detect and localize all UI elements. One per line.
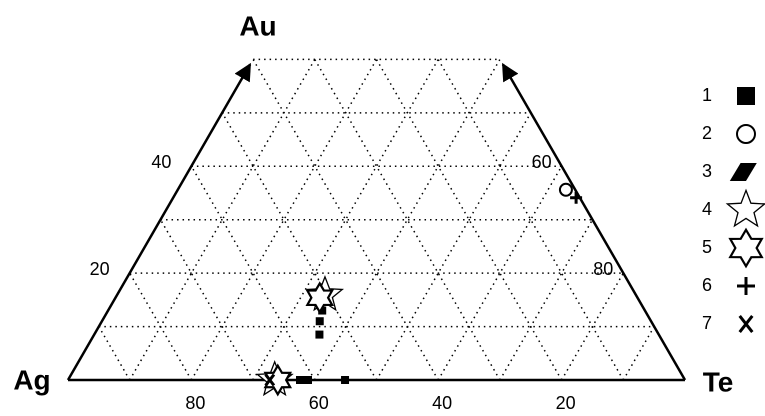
bottom-tick-label: 60 <box>309 393 329 413</box>
bottom-tick-label: 80 <box>185 393 205 413</box>
data-point <box>558 182 573 197</box>
data-point <box>263 363 293 397</box>
legend-label: 2 <box>702 123 712 143</box>
data-point <box>304 376 313 384</box>
grid-line <box>129 272 193 381</box>
grid-line <box>499 219 594 381</box>
grid-line <box>221 112 378 381</box>
legend-symbol <box>729 163 757 181</box>
grid-line <box>98 326 131 381</box>
legend-label: 4 <box>702 199 712 219</box>
data-point <box>315 330 324 339</box>
left-edge <box>66 62 252 381</box>
grid-line <box>159 219 254 381</box>
data-point <box>315 317 324 326</box>
data-point <box>305 281 334 315</box>
grid-line <box>375 112 532 381</box>
left-tick-label: 40 <box>151 152 171 172</box>
legend-symbol <box>736 124 756 144</box>
right-tick-label: 80 <box>593 259 613 279</box>
legend-label: 3 <box>702 161 712 181</box>
grid-line <box>560 272 624 381</box>
data-point <box>341 376 350 384</box>
left-tick-label: 20 <box>90 259 110 279</box>
left-label: Ag <box>13 364 50 395</box>
legend-label: 7 <box>702 313 712 333</box>
legend-label: 6 <box>702 275 712 295</box>
right-tick-label: 60 <box>532 152 552 172</box>
data-point <box>264 373 276 387</box>
bottom-tick-label: 20 <box>556 393 576 413</box>
legend-symbol <box>737 87 755 105</box>
bottom-tick-label: 40 <box>432 393 452 413</box>
data-point <box>295 376 304 384</box>
legend-label: 5 <box>702 237 712 257</box>
right-label: Te <box>703 366 734 397</box>
right-edge <box>501 62 687 381</box>
legend-symbol <box>737 277 755 295</box>
legend-label: 1 <box>702 85 712 105</box>
grid-line <box>622 326 655 381</box>
top-label: Au <box>239 10 276 41</box>
legend-symbol <box>725 188 765 228</box>
legend-symbol <box>728 227 764 269</box>
data-point <box>570 191 583 204</box>
legend-symbol <box>738 314 754 334</box>
